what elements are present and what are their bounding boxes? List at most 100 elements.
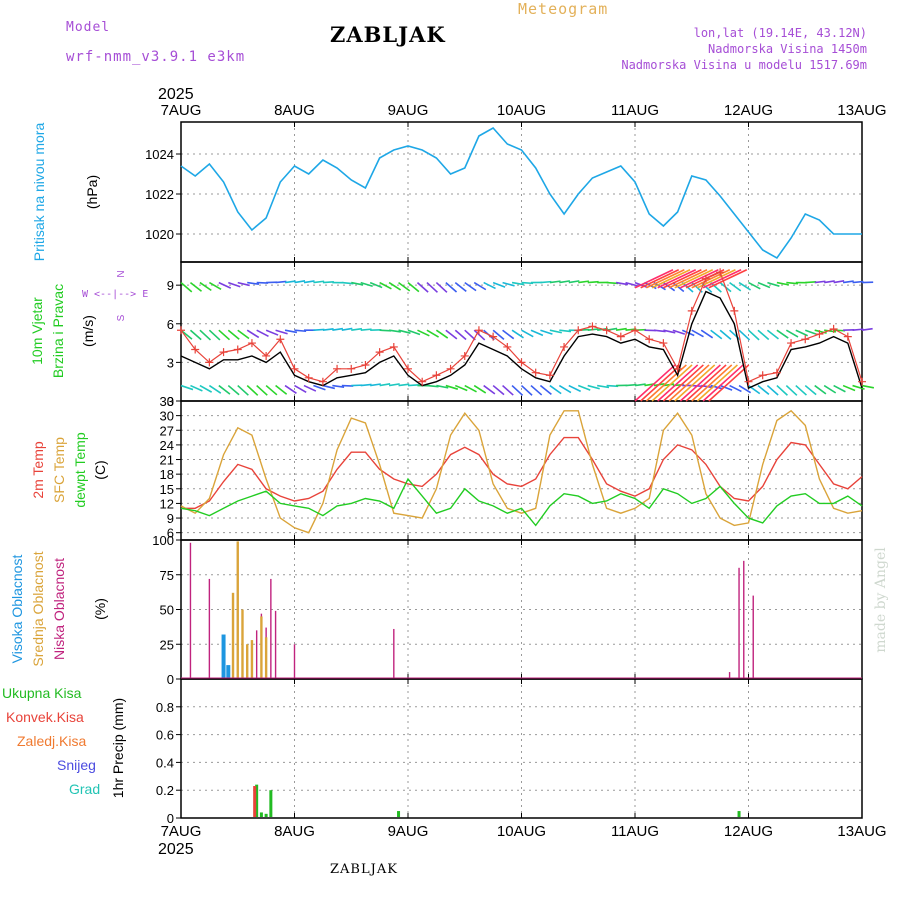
wind-barb	[426, 282, 438, 293]
wind-barb	[265, 329, 279, 336]
gust-marker	[588, 322, 597, 331]
gust-marker	[531, 368, 540, 377]
wind-barb	[227, 329, 240, 340]
cloud-bar	[743, 560, 745, 678]
wind-barb	[657, 268, 697, 289]
wind-barb	[766, 329, 779, 340]
wind-barb	[681, 329, 695, 337]
wind-barb	[634, 268, 674, 289]
wind-barb	[351, 281, 364, 286]
wind-barb	[672, 329, 686, 335]
wind-barb	[710, 329, 723, 340]
coordinates: lon,lat (19.14E, 43.12N)	[693, 26, 867, 40]
y-tick-label: 6	[167, 317, 174, 332]
wind-barb	[625, 281, 638, 287]
gust-marker	[687, 306, 696, 315]
gust-marker	[829, 324, 838, 333]
x-date-label: 7AUG	[161, 102, 202, 119]
wind-barb	[398, 383, 410, 387]
wind-barb	[549, 280, 561, 284]
side-label-mid-cloud: Srednja Oblacnost	[30, 551, 46, 666]
x-year-label: 2025	[158, 86, 194, 103]
wind-barb	[407, 329, 421, 336]
y-tick-label: 0.8	[156, 700, 174, 715]
gust-marker	[460, 351, 469, 360]
gust-marker	[787, 339, 796, 348]
wind-barb	[265, 384, 278, 396]
x-year-label: 2025	[158, 841, 194, 858]
wind-barb	[284, 280, 296, 284]
wind-barb	[417, 329, 430, 337]
compass-we: W <--|--> E	[82, 289, 148, 300]
wind-barb	[833, 280, 845, 284]
wind-barb	[294, 280, 306, 284]
wind-barb	[275, 280, 287, 284]
x-date-label: 13AUG	[837, 102, 886, 119]
wind-barb	[663, 268, 702, 289]
wind-barb	[814, 280, 826, 284]
wind-barb	[322, 281, 334, 284]
gust-marker	[191, 345, 200, 354]
wind-barb	[464, 281, 477, 292]
model-name: wrf-nmm_v3.9.1 e3km	[66, 49, 246, 65]
cloud-bar	[189, 542, 192, 678]
elevation: Nadmorska Visina 1450m	[708, 42, 867, 56]
wind-barb	[729, 281, 742, 292]
side-label-high-cloud: Visoka Oblacnost	[9, 555, 25, 664]
wind-barb	[464, 329, 476, 341]
panel-frame-pressure	[180, 121, 863, 263]
temp-line-1	[180, 409, 863, 534]
wind-barb	[303, 384, 317, 392]
y-tick-label: 50	[160, 603, 174, 618]
gust-marker	[262, 351, 271, 360]
wind-barb	[189, 329, 202, 341]
cloud-bar	[208, 578, 211, 678]
wind-barb	[634, 364, 676, 402]
wind-barb	[597, 384, 610, 389]
wind-barb	[511, 329, 524, 339]
cloud-bar	[752, 595, 754, 678]
wind-barb	[719, 329, 732, 340]
temp-line-2	[180, 477, 863, 527]
y-tick-label: 0	[167, 811, 174, 826]
wind-barb	[369, 281, 383, 289]
wind-barb	[332, 327, 344, 332]
wind-barb	[379, 281, 392, 290]
gust-marker	[432, 371, 441, 380]
x-date-label: 13AUG	[837, 823, 886, 840]
wind-barb	[738, 329, 751, 341]
cloud-bar	[270, 578, 272, 678]
gust-marker	[333, 364, 342, 373]
x-date-label: 10AUG	[497, 823, 546, 840]
x-date-label: 8AUG	[274, 823, 315, 840]
wind-barb	[587, 328, 599, 332]
wind-barb	[540, 280, 552, 284]
model-elevation: Nadmorska Visina u modelu 1517.69m	[621, 58, 867, 72]
wind-barb	[275, 329, 288, 335]
wind-barb	[685, 364, 727, 402]
footer-title: ZABLJAK	[330, 862, 398, 877]
meteogram-label: Meteogram	[518, 0, 609, 18]
wind-barb	[208, 329, 221, 341]
y-tick-label: 0	[167, 672, 174, 687]
gust-marker	[389, 342, 398, 351]
wind-barb	[663, 329, 676, 334]
x-date-label: 9AUG	[388, 823, 429, 840]
wind-barb	[823, 384, 837, 394]
y-tick-label: 21	[160, 453, 174, 468]
wind-barb	[719, 384, 733, 391]
cloud-bar	[293, 644, 296, 678]
y-tick-label: 24	[160, 438, 174, 453]
panel-frame-precip	[180, 678, 863, 819]
wind-barb	[360, 328, 372, 332]
side-label-pressure: Pritisak na nivou mora	[31, 123, 47, 262]
wind-barb	[464, 384, 477, 393]
wind-barb	[341, 281, 354, 285]
side-label-low-cloud: Niska Oblacnost	[51, 558, 67, 660]
gust-marker	[418, 377, 427, 386]
gust-marker	[489, 332, 498, 341]
wind-barb	[237, 329, 250, 340]
wind-barb	[700, 329, 714, 339]
cloud-bar	[250, 640, 254, 678]
gust-marker	[645, 335, 654, 344]
